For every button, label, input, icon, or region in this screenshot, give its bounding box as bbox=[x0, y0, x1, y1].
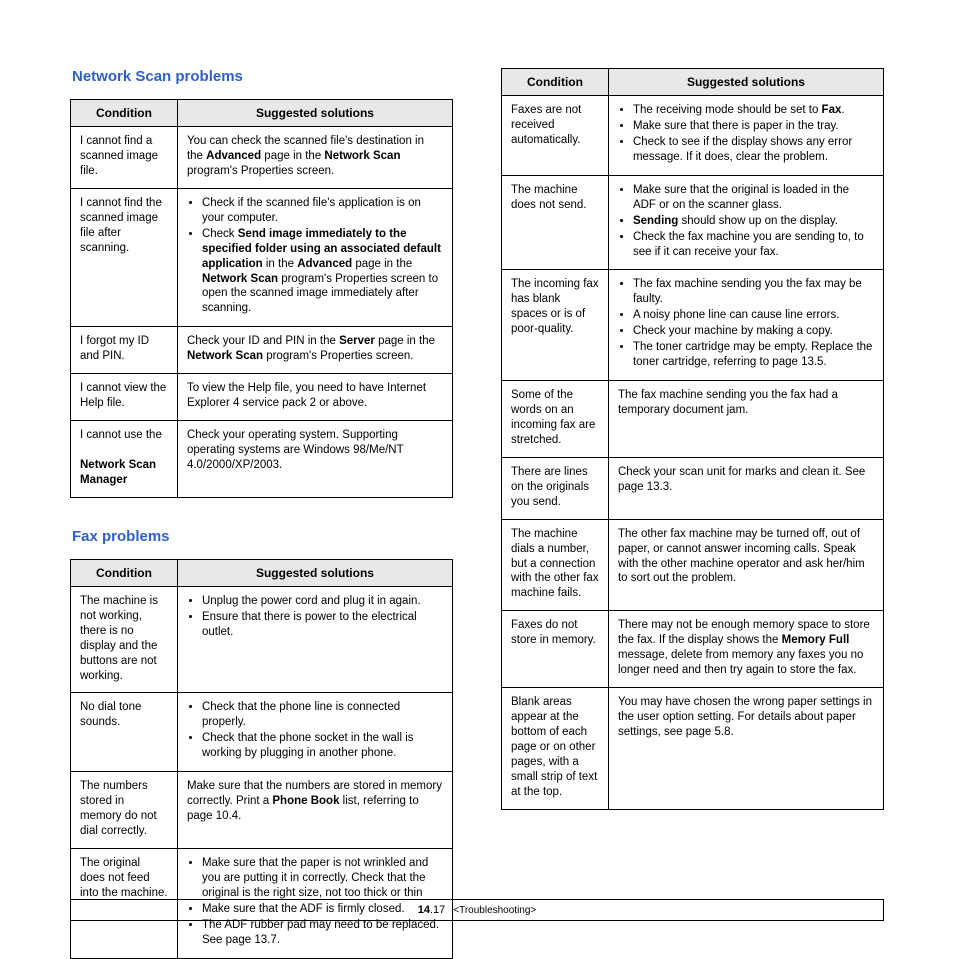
condition-cell: I cannot use theNetwork Scan Manager bbox=[71, 421, 178, 498]
solution-cell: The fax machine sending you the fax had … bbox=[608, 381, 883, 458]
condition-cell: The numbers stored in memory do not dial… bbox=[71, 772, 178, 849]
left-column: Network Scan problems Condition Suggeste… bbox=[70, 68, 453, 959]
solution-cell: Check your operating system. Supporting … bbox=[177, 421, 452, 498]
table-row: I cannot view the Help file.To view the … bbox=[71, 374, 453, 421]
table-row: I cannot find the scanned image file aft… bbox=[71, 188, 453, 327]
solution-cell: You can check the scanned file's destina… bbox=[177, 127, 452, 189]
page-number-chapter: 14 bbox=[418, 904, 430, 916]
table-row: Blank areas appear at the bottom of each… bbox=[502, 688, 884, 810]
table-header-solutions: Suggested solutions bbox=[177, 100, 452, 127]
table-row: The machine dials a number, but a connec… bbox=[502, 519, 884, 611]
solution-cell: The receiving mode should be set to Fax.… bbox=[608, 96, 883, 176]
table-row: Faxes are not received automatically.The… bbox=[502, 96, 884, 176]
condition-cell: Blank areas appear at the bottom of each… bbox=[502, 688, 609, 810]
table-row: I cannot use theNetwork Scan ManagerChec… bbox=[71, 421, 453, 498]
network-scan-heading: Network Scan problems bbox=[72, 68, 453, 85]
condition-cell: There are lines on the originals you sen… bbox=[502, 457, 609, 519]
right-column: Condition Suggested solutions Faxes are … bbox=[501, 68, 884, 959]
page-number-sub: .17 bbox=[430, 904, 445, 916]
condition-cell: Some of the words on an incoming fax are… bbox=[502, 381, 609, 458]
table-row: No dial tone sounds.Check that the phone… bbox=[71, 693, 453, 772]
condition-cell: The machine is not working, there is no … bbox=[71, 586, 178, 693]
table-header-solutions: Suggested solutions bbox=[177, 559, 452, 586]
table-row: The numbers stored in memory do not dial… bbox=[71, 772, 453, 849]
table-row: The incoming fax has blank spaces or is … bbox=[502, 270, 884, 381]
page-content: Network Scan problems Condition Suggeste… bbox=[0, 0, 954, 959]
solution-cell: Check if the scanned file's application … bbox=[177, 188, 452, 327]
condition-cell: The incoming fax has blank spaces or is … bbox=[502, 270, 609, 381]
solution-cell: You may have chosen the wrong paper sett… bbox=[608, 688, 883, 810]
table-header-condition: Condition bbox=[71, 100, 178, 127]
solution-cell: The fax machine sending you the fax may … bbox=[608, 270, 883, 381]
solution-cell: Make sure that the original is loaded in… bbox=[608, 175, 883, 270]
solution-cell: Make sure that the numbers are stored in… bbox=[177, 772, 452, 849]
condition-cell: I cannot view the Help file. bbox=[71, 374, 178, 421]
table-header-condition: Condition bbox=[71, 559, 178, 586]
condition-cell: Faxes do not store in memory. bbox=[502, 611, 609, 688]
condition-cell: I forgot my ID and PIN. bbox=[71, 327, 178, 374]
network-scan-table: Condition Suggested solutions I cannot f… bbox=[70, 99, 453, 498]
solution-cell: Check your ID and PIN in the Server page… bbox=[177, 327, 452, 374]
table-header-condition: Condition bbox=[502, 69, 609, 96]
table-row: The machine is not working, there is no … bbox=[71, 586, 453, 693]
condition-cell: No dial tone sounds. bbox=[71, 693, 178, 772]
footer-label: <Troubleshooting> bbox=[453, 905, 536, 916]
table-row: Some of the words on an incoming fax are… bbox=[502, 381, 884, 458]
solution-cell: To view the Help file, you need to have … bbox=[177, 374, 452, 421]
solution-cell: Check that the phone line is connected p… bbox=[177, 693, 452, 772]
solution-cell: There may not be enough memory space to … bbox=[608, 611, 883, 688]
condition-cell: I cannot find the scanned image file aft… bbox=[71, 188, 178, 327]
table-row: The machine does not send.Make sure that… bbox=[502, 175, 884, 270]
condition-cell: Faxes are not received automatically. bbox=[502, 96, 609, 176]
fax-heading: Fax problems bbox=[72, 528, 453, 545]
condition-cell: I cannot find a scanned image file. bbox=[71, 127, 178, 189]
condition-cell: The machine dials a number, but a connec… bbox=[502, 519, 609, 611]
condition-cell: The machine does not send. bbox=[502, 175, 609, 270]
solution-cell: Unplug the power cord and plug it in aga… bbox=[177, 586, 452, 693]
table-row: There are lines on the originals you sen… bbox=[502, 457, 884, 519]
page-footer: 14.17 <Troubleshooting> bbox=[70, 899, 884, 921]
fax-table-right: Condition Suggested solutions Faxes are … bbox=[501, 68, 884, 810]
table-row: I cannot find a scanned image file.You c… bbox=[71, 127, 453, 189]
table-row: Faxes do not store in memory.There may n… bbox=[502, 611, 884, 688]
solution-cell: Check your scan unit for marks and clean… bbox=[608, 457, 883, 519]
solution-cell: The other fax machine may be turned off,… bbox=[608, 519, 883, 611]
table-header-solutions: Suggested solutions bbox=[608, 69, 883, 96]
table-row: I forgot my ID and PIN.Check your ID and… bbox=[71, 327, 453, 374]
